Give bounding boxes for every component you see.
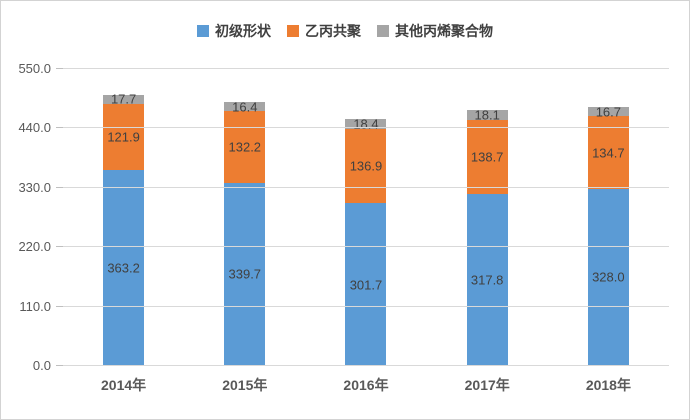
bar-2017年: 317.8 138.7 18.1 [466,107,508,366]
bar-segment-其他丙烯聚合物: 18.1 [466,107,508,122]
bar-2014年: 363.2 121.9 17.7 [103,92,145,366]
bar-segment-其他丙烯聚合物: 17.7 [103,92,145,107]
data-label: 138.7 [470,149,504,165]
bar-2015年: 339.7 132.2 16.4 [224,99,266,366]
plot-area: 363.2 121.9 17.7 339.7 132.2 16.4 301.7 136.9 18… [18,61,669,373]
gridline [63,365,669,366]
bar-segment-初级形状: 363.2 [103,169,145,366]
y-axis-tick [56,365,63,366]
bar-segment-其他丙烯聚合物: 16.4 [224,99,266,114]
bar-segment-初级形状: 317.8 [466,194,508,366]
legend-label: 初级形状 [215,23,271,39]
legend-swatch-icon [287,25,299,37]
x-axis-label-2014年: 2014年 [101,377,147,393]
y-axis-tick-label: 0.0 [32,358,51,373]
bar-segment-乙丙共聚: 121.9 [103,104,145,170]
legend-label: 其他丙烯聚合物 [395,23,493,39]
data-label: 18.4 [353,116,379,132]
bar-2018年: 328.0 134.7 16.7 [587,104,629,366]
data-label: 16.4 [232,99,258,115]
y-axis-tick-label: 440.0 [18,120,51,136]
bar-segment-初级形状: 301.7 [345,203,387,366]
y-axis-tick [56,305,63,307]
legend-swatch-icon [197,25,209,37]
legend-item-0: 初级形状 [197,21,271,41]
bar-segment-其他丙烯聚合物: 16.7 [587,104,629,119]
data-label: 339.7 [228,266,262,282]
legend-item-1: 乙丙共聚 [287,21,361,41]
x-axis-label-2018年: 2018年 [585,377,631,393]
x-axis-label-2017年: 2017年 [464,377,510,393]
x-axis-label-2016年: 2016年 [343,377,389,393]
data-label: 363.2 [107,260,140,276]
y-axis-tick [56,186,63,188]
legend-swatch-icon [377,25,389,37]
bars-group: 363.2 121.9 17.7 339.7 132.2 16.4 301.7 136.9 18… [63,69,669,366]
x-axis-labels: 2014年 2015年 2016年 2017年 2018年 [63,375,669,395]
bar-segment-初级形状: 328.0 [587,188,629,366]
legend-label: 乙丙共聚 [305,23,361,39]
y-axis-tick [56,246,63,248]
bar-segment-乙丙共聚: 132.2 [224,111,266,183]
gridline [63,246,669,248]
y-axis-tick-label: 550.0 [18,61,51,76]
data-label: 18.1 [474,107,500,123]
y-axis-tick-label: 110.0 [19,298,51,314]
y-axis-tick [56,127,63,129]
data-label: 328.0 [592,269,625,285]
chart-legend: 初级形状 乙丙共聚 其他丙烯聚合物 [1,21,689,41]
bar-segment-初级形状: 339.7 [224,182,266,366]
data-label: 132.2 [228,139,262,155]
data-label: 17.7 [110,91,137,107]
gridline [63,186,669,188]
data-label: 16.7 [595,104,621,120]
data-label: 317.8 [470,272,504,288]
gridline [63,305,669,307]
bar-2016年: 301.7 136.9 18.4 [345,117,387,366]
y-axis-tick [56,68,63,69]
data-label: 121.9 [107,129,140,145]
data-label: 136.9 [349,158,383,174]
bar-segment-乙丙共聚: 136.9 [345,129,387,204]
data-label: 301.7 [349,277,383,293]
data-label: 134.7 [592,145,625,161]
bar-segment-乙丙共聚: 138.7 [466,119,508,195]
x-axis-label-2015年: 2015年 [222,377,268,393]
y-axis-tick-label: 220.0 [18,239,51,255]
gridline [63,68,669,69]
gridline [63,127,669,129]
y-axis-tick-label: 330.0 [18,179,51,195]
legend-item-2: 其他丙烯聚合物 [377,21,493,41]
